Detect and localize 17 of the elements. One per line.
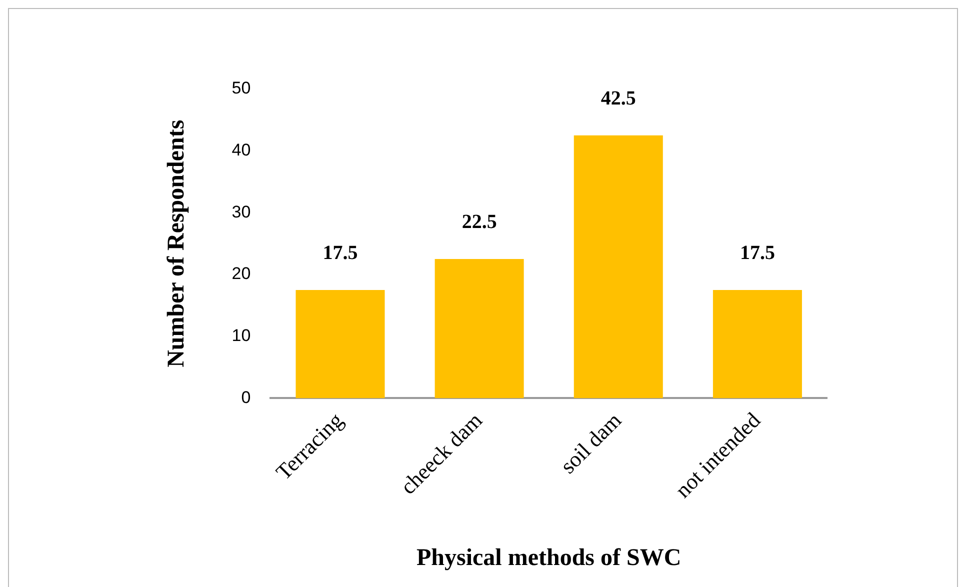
y-tick-label: 50 <box>232 78 251 98</box>
data-label: 42.5 <box>600 88 636 110</box>
bar <box>574 135 663 398</box>
y-tick-label: 0 <box>241 388 251 407</box>
y-tick-label: 10 <box>232 326 251 346</box>
y-tick-label: 40 <box>232 140 251 160</box>
y-tick-label: 30 <box>232 202 251 222</box>
bar <box>434 259 524 398</box>
y-tick-label: 20 <box>232 264 251 284</box>
bar <box>296 290 385 398</box>
x-tick-label: soil dam <box>555 407 626 478</box>
x-axis-title: Physical methods of SWC <box>416 544 682 571</box>
y-axis-title: Number of Respondents <box>164 120 190 368</box>
data-label: 17.5 <box>322 242 358 264</box>
data-label: 17.5 <box>740 242 775 264</box>
data-label: 22.5 <box>462 211 497 234</box>
bar <box>712 290 802 398</box>
